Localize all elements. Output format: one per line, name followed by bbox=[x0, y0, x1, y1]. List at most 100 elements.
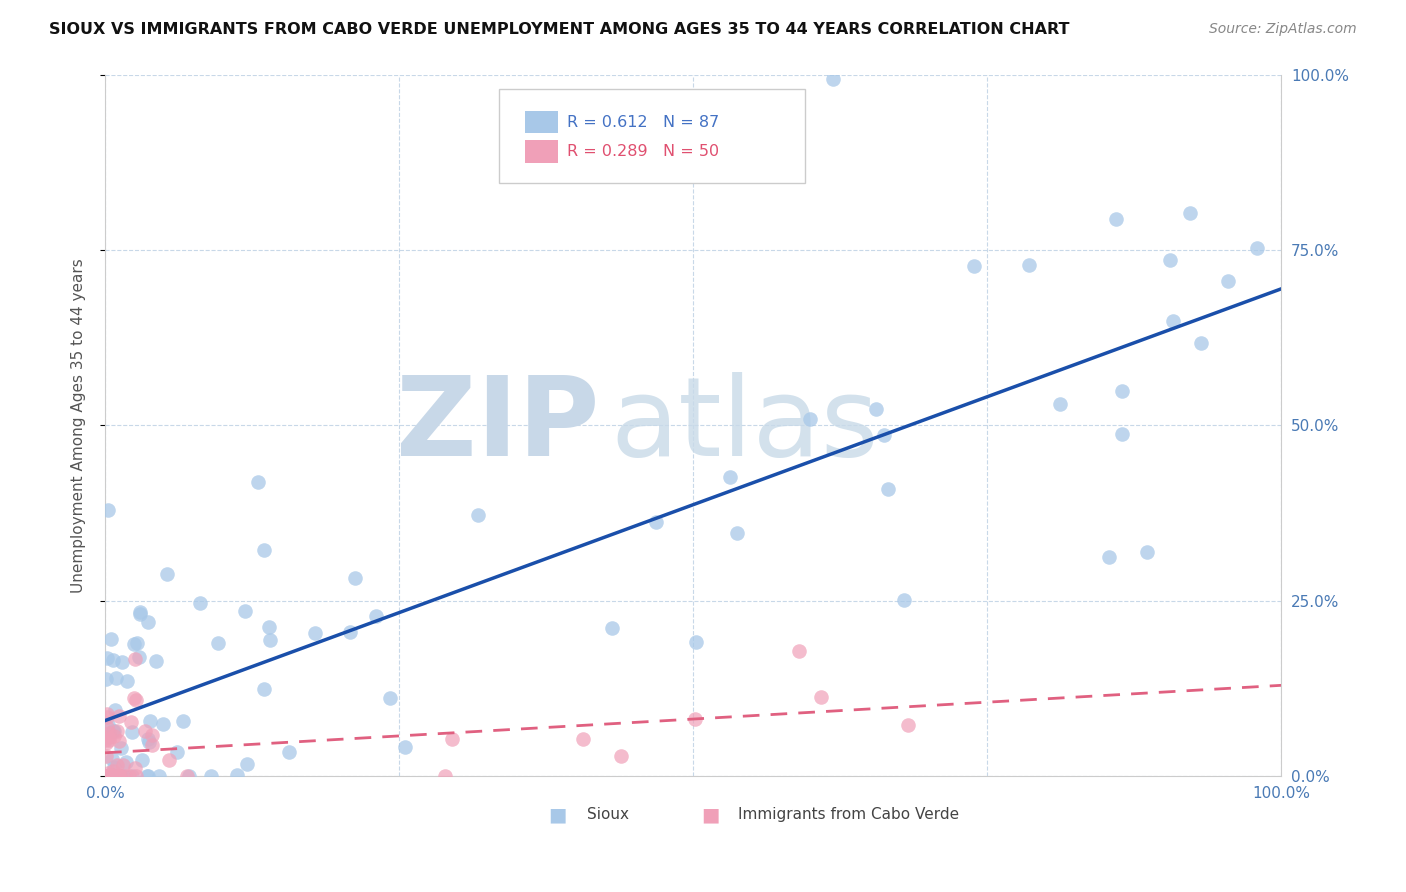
Bar bbox=[524, 111, 558, 134]
Point bbox=[97, 765, 120, 780]
Point bbox=[110, 769, 132, 783]
Point bbox=[467, 508, 489, 522]
Point bbox=[103, 769, 125, 783]
Point bbox=[720, 470, 742, 484]
Point bbox=[1246, 241, 1268, 255]
Point bbox=[124, 651, 146, 665]
Point bbox=[897, 718, 920, 732]
Point bbox=[1159, 252, 1181, 267]
Bar bbox=[524, 140, 558, 163]
Text: Immigrants from Cabo Verde: Immigrants from Cabo Verde bbox=[738, 807, 959, 822]
Point bbox=[97, 503, 120, 517]
Point bbox=[122, 637, 145, 651]
Point bbox=[176, 769, 198, 783]
Point bbox=[252, 682, 274, 697]
Point bbox=[141, 738, 163, 752]
Point bbox=[685, 712, 707, 726]
Point bbox=[1018, 258, 1040, 272]
Point bbox=[105, 769, 128, 783]
Point bbox=[115, 674, 138, 689]
Point bbox=[610, 748, 633, 763]
Point bbox=[1105, 212, 1128, 227]
Point bbox=[98, 733, 121, 747]
Point bbox=[246, 475, 269, 489]
Point bbox=[136, 731, 159, 746]
Point bbox=[253, 542, 276, 557]
Point bbox=[101, 652, 124, 666]
Point bbox=[200, 769, 222, 783]
Point bbox=[177, 769, 200, 783]
Point bbox=[96, 720, 118, 734]
Point bbox=[259, 620, 281, 634]
Point bbox=[166, 745, 188, 759]
Point bbox=[364, 609, 387, 624]
Text: SIOUX VS IMMIGRANTS FROM CABO VERDE UNEMPLOYMENT AMONG AGES 35 TO 44 YEARS CORRE: SIOUX VS IMMIGRANTS FROM CABO VERDE UNEM… bbox=[49, 22, 1070, 37]
Point bbox=[118, 769, 141, 783]
Point bbox=[157, 753, 180, 767]
Point bbox=[1111, 427, 1133, 442]
FancyBboxPatch shape bbox=[499, 88, 804, 183]
Point bbox=[136, 615, 159, 629]
Point bbox=[111, 656, 134, 670]
Text: Sioux: Sioux bbox=[588, 807, 630, 822]
Point bbox=[207, 635, 229, 649]
Point bbox=[96, 769, 118, 783]
Point bbox=[138, 734, 160, 748]
Point bbox=[725, 526, 748, 541]
Point bbox=[259, 632, 281, 647]
Point bbox=[97, 718, 120, 732]
Point bbox=[103, 760, 125, 774]
Point bbox=[226, 768, 249, 782]
Point bbox=[124, 761, 146, 775]
Point bbox=[111, 769, 134, 783]
Point bbox=[433, 769, 456, 783]
Point bbox=[145, 654, 167, 668]
Point bbox=[94, 736, 117, 750]
Point bbox=[125, 692, 148, 706]
Point bbox=[101, 723, 124, 738]
Point bbox=[94, 732, 117, 747]
Point bbox=[100, 769, 122, 783]
Point bbox=[1180, 206, 1202, 220]
Text: ■: ■ bbox=[702, 805, 720, 824]
Point bbox=[873, 428, 896, 442]
Point bbox=[136, 769, 159, 783]
Point bbox=[114, 769, 136, 783]
Point bbox=[105, 671, 128, 685]
Point bbox=[138, 714, 160, 729]
Point bbox=[602, 621, 624, 635]
Point bbox=[128, 650, 150, 665]
Point bbox=[108, 734, 131, 748]
Point bbox=[108, 769, 131, 783]
Point bbox=[96, 769, 118, 783]
Point bbox=[277, 745, 299, 759]
Point bbox=[98, 769, 121, 783]
Point bbox=[685, 634, 707, 648]
Point bbox=[962, 259, 984, 273]
Point bbox=[120, 714, 142, 729]
Point bbox=[103, 703, 125, 717]
Text: ZIP: ZIP bbox=[395, 372, 599, 479]
Point bbox=[233, 605, 256, 619]
Point bbox=[136, 769, 159, 783]
Point bbox=[876, 482, 898, 496]
Point bbox=[105, 758, 128, 772]
Point bbox=[134, 724, 156, 739]
Point bbox=[1111, 384, 1133, 398]
Text: R = 0.289   N = 50: R = 0.289 N = 50 bbox=[567, 145, 720, 159]
Point bbox=[115, 755, 138, 769]
Point bbox=[103, 723, 125, 738]
Text: ■: ■ bbox=[548, 805, 567, 824]
Point bbox=[1161, 314, 1184, 328]
Point bbox=[101, 752, 124, 766]
Point bbox=[441, 731, 464, 746]
Text: Source: ZipAtlas.com: Source: ZipAtlas.com bbox=[1209, 22, 1357, 37]
Point bbox=[1049, 397, 1071, 411]
Point bbox=[1135, 544, 1157, 558]
Point bbox=[1189, 335, 1212, 350]
Point bbox=[394, 739, 416, 754]
Point bbox=[100, 768, 122, 782]
Point bbox=[172, 714, 194, 728]
Point bbox=[98, 769, 121, 783]
Point bbox=[121, 725, 143, 739]
